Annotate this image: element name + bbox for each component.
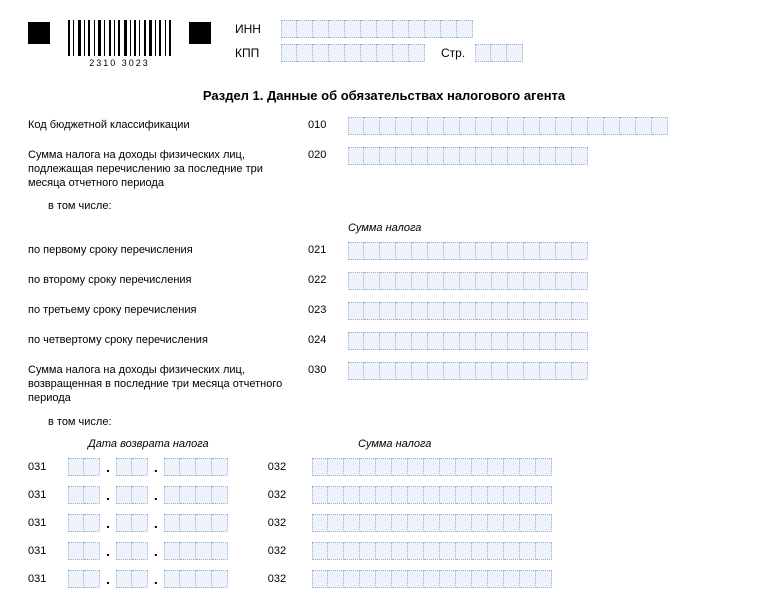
row-022-cells[interactable] xyxy=(348,272,588,290)
sum-header-row-1: Сумма налога xyxy=(28,222,740,234)
code-031: 031 xyxy=(28,489,68,501)
dot-separator: . xyxy=(152,458,160,476)
row-020-cells[interactable] xyxy=(348,147,588,165)
row-024-cells[interactable] xyxy=(348,332,588,350)
date-return-header: Дата возврата налога xyxy=(88,438,328,450)
kpp-cells[interactable] xyxy=(281,44,425,62)
row-024-label: по четвертому сроку перечисления xyxy=(28,332,308,348)
dot-separator: . xyxy=(104,514,112,532)
row-022: по второму сроку перечисления 022 xyxy=(28,272,740,292)
dot-separator: . xyxy=(152,542,160,560)
sum-header-1: Сумма налога xyxy=(348,222,718,234)
page-label: Стр. xyxy=(441,46,465,60)
dot-separator: . xyxy=(104,458,112,476)
tax-form-page: 2310 3023 ИНН КПП Стр. Раздел 1. Данные … xyxy=(0,0,768,603)
row-010: Код бюджетной классификации 010 xyxy=(28,117,740,137)
row-020: Сумма налога на доходы физических лиц, п… xyxy=(28,147,740,190)
code-032: 032 xyxy=(268,489,312,501)
code-032: 032 xyxy=(268,461,312,473)
dot-separator: . xyxy=(152,570,160,588)
dot-separator: . xyxy=(104,570,112,588)
sum-032-cells[interactable] xyxy=(312,458,552,476)
row-023-cells[interactable] xyxy=(348,302,588,320)
dual-rows: 031.. 032 031.. 032 031.. 032 031.. 032 031.. 032 xyxy=(28,458,740,588)
row-021-code: 021 xyxy=(308,242,348,256)
code-031: 031 xyxy=(28,517,68,529)
id-block: ИНН КПП Стр. xyxy=(235,20,523,62)
marker-square-left xyxy=(28,22,50,44)
row-030: Сумма налога на доходы физических лиц, в… xyxy=(28,362,740,405)
sum-header-2: Сумма налога xyxy=(358,438,431,450)
dual-row: 031.. 032 xyxy=(28,542,740,560)
dual-row: 031.. 032 xyxy=(28,486,740,504)
date-cells[interactable]: .. xyxy=(68,542,228,560)
inn-cells[interactable] xyxy=(281,20,473,38)
row-023-code: 023 xyxy=(308,302,348,316)
row-024: по четвертому сроку перечисления 024 xyxy=(28,332,740,352)
row-023: по третьему сроку перечисления 023 xyxy=(28,302,740,322)
row-030-label: Сумма налога на доходы физических лиц, в… xyxy=(28,362,308,405)
code-031: 031 xyxy=(28,461,68,473)
date-cells[interactable]: .. xyxy=(68,458,228,476)
dual-headers: Дата возврата налога Сумма налога xyxy=(28,438,740,450)
marker-square-right xyxy=(189,22,211,44)
code-032: 032 xyxy=(268,573,312,585)
code-032: 032 xyxy=(268,517,312,529)
section-title: Раздел 1. Данные об обязательствах налог… xyxy=(28,88,740,103)
sum-032-cells[interactable] xyxy=(312,570,552,588)
row-010-code: 010 xyxy=(308,117,348,131)
barcode-icon xyxy=(68,20,171,56)
page-cells[interactable] xyxy=(475,44,523,62)
inn-row: ИНН xyxy=(235,20,523,38)
code-031: 031 xyxy=(28,545,68,557)
row-022-label: по второму сроку перечисления xyxy=(28,272,308,288)
dot-separator: . xyxy=(152,514,160,532)
barcode-block: 2310 3023 xyxy=(68,20,171,68)
date-cells[interactable]: .. xyxy=(68,570,228,588)
dual-row: 031.. 032 xyxy=(28,458,740,476)
kpp-label: КПП xyxy=(235,46,271,60)
code-031: 031 xyxy=(28,573,68,585)
row-030-code: 030 xyxy=(308,362,348,376)
dual-row: 031.. 032 xyxy=(28,570,740,588)
barcode-number: 2310 3023 xyxy=(89,58,150,68)
including-label-1: в том числе: xyxy=(48,200,740,212)
dot-separator: . xyxy=(152,486,160,504)
row-010-label: Код бюджетной классификации xyxy=(28,117,308,133)
header: 2310 3023 ИНН КПП Стр. xyxy=(28,20,740,68)
dot-separator: . xyxy=(104,486,112,504)
row-021-cells[interactable] xyxy=(348,242,588,260)
row-030-cells[interactable] xyxy=(348,362,588,380)
date-cells[interactable]: .. xyxy=(68,486,228,504)
including-label-2: в том числе: xyxy=(48,416,740,428)
kpp-row: КПП Стр. xyxy=(235,44,523,62)
row-022-code: 022 xyxy=(308,272,348,286)
dot-separator: . xyxy=(104,542,112,560)
row-021: по первому сроку перечисления 021 xyxy=(28,242,740,262)
sum-032-cells[interactable] xyxy=(312,514,552,532)
sum-032-cells[interactable] xyxy=(312,542,552,560)
row-010-cells[interactable] xyxy=(348,117,668,135)
row-023-label: по третьему сроку перечисления xyxy=(28,302,308,318)
row-020-label: Сумма налога на доходы физических лиц, п… xyxy=(28,147,308,190)
row-021-label: по первому сроку перечисления xyxy=(28,242,308,258)
dual-row: 031.. 032 xyxy=(28,514,740,532)
row-020-code: 020 xyxy=(308,147,348,161)
date-cells[interactable]: .. xyxy=(68,514,228,532)
code-032: 032 xyxy=(268,545,312,557)
row-024-code: 024 xyxy=(308,332,348,346)
inn-label: ИНН xyxy=(235,22,271,36)
sum-032-cells[interactable] xyxy=(312,486,552,504)
